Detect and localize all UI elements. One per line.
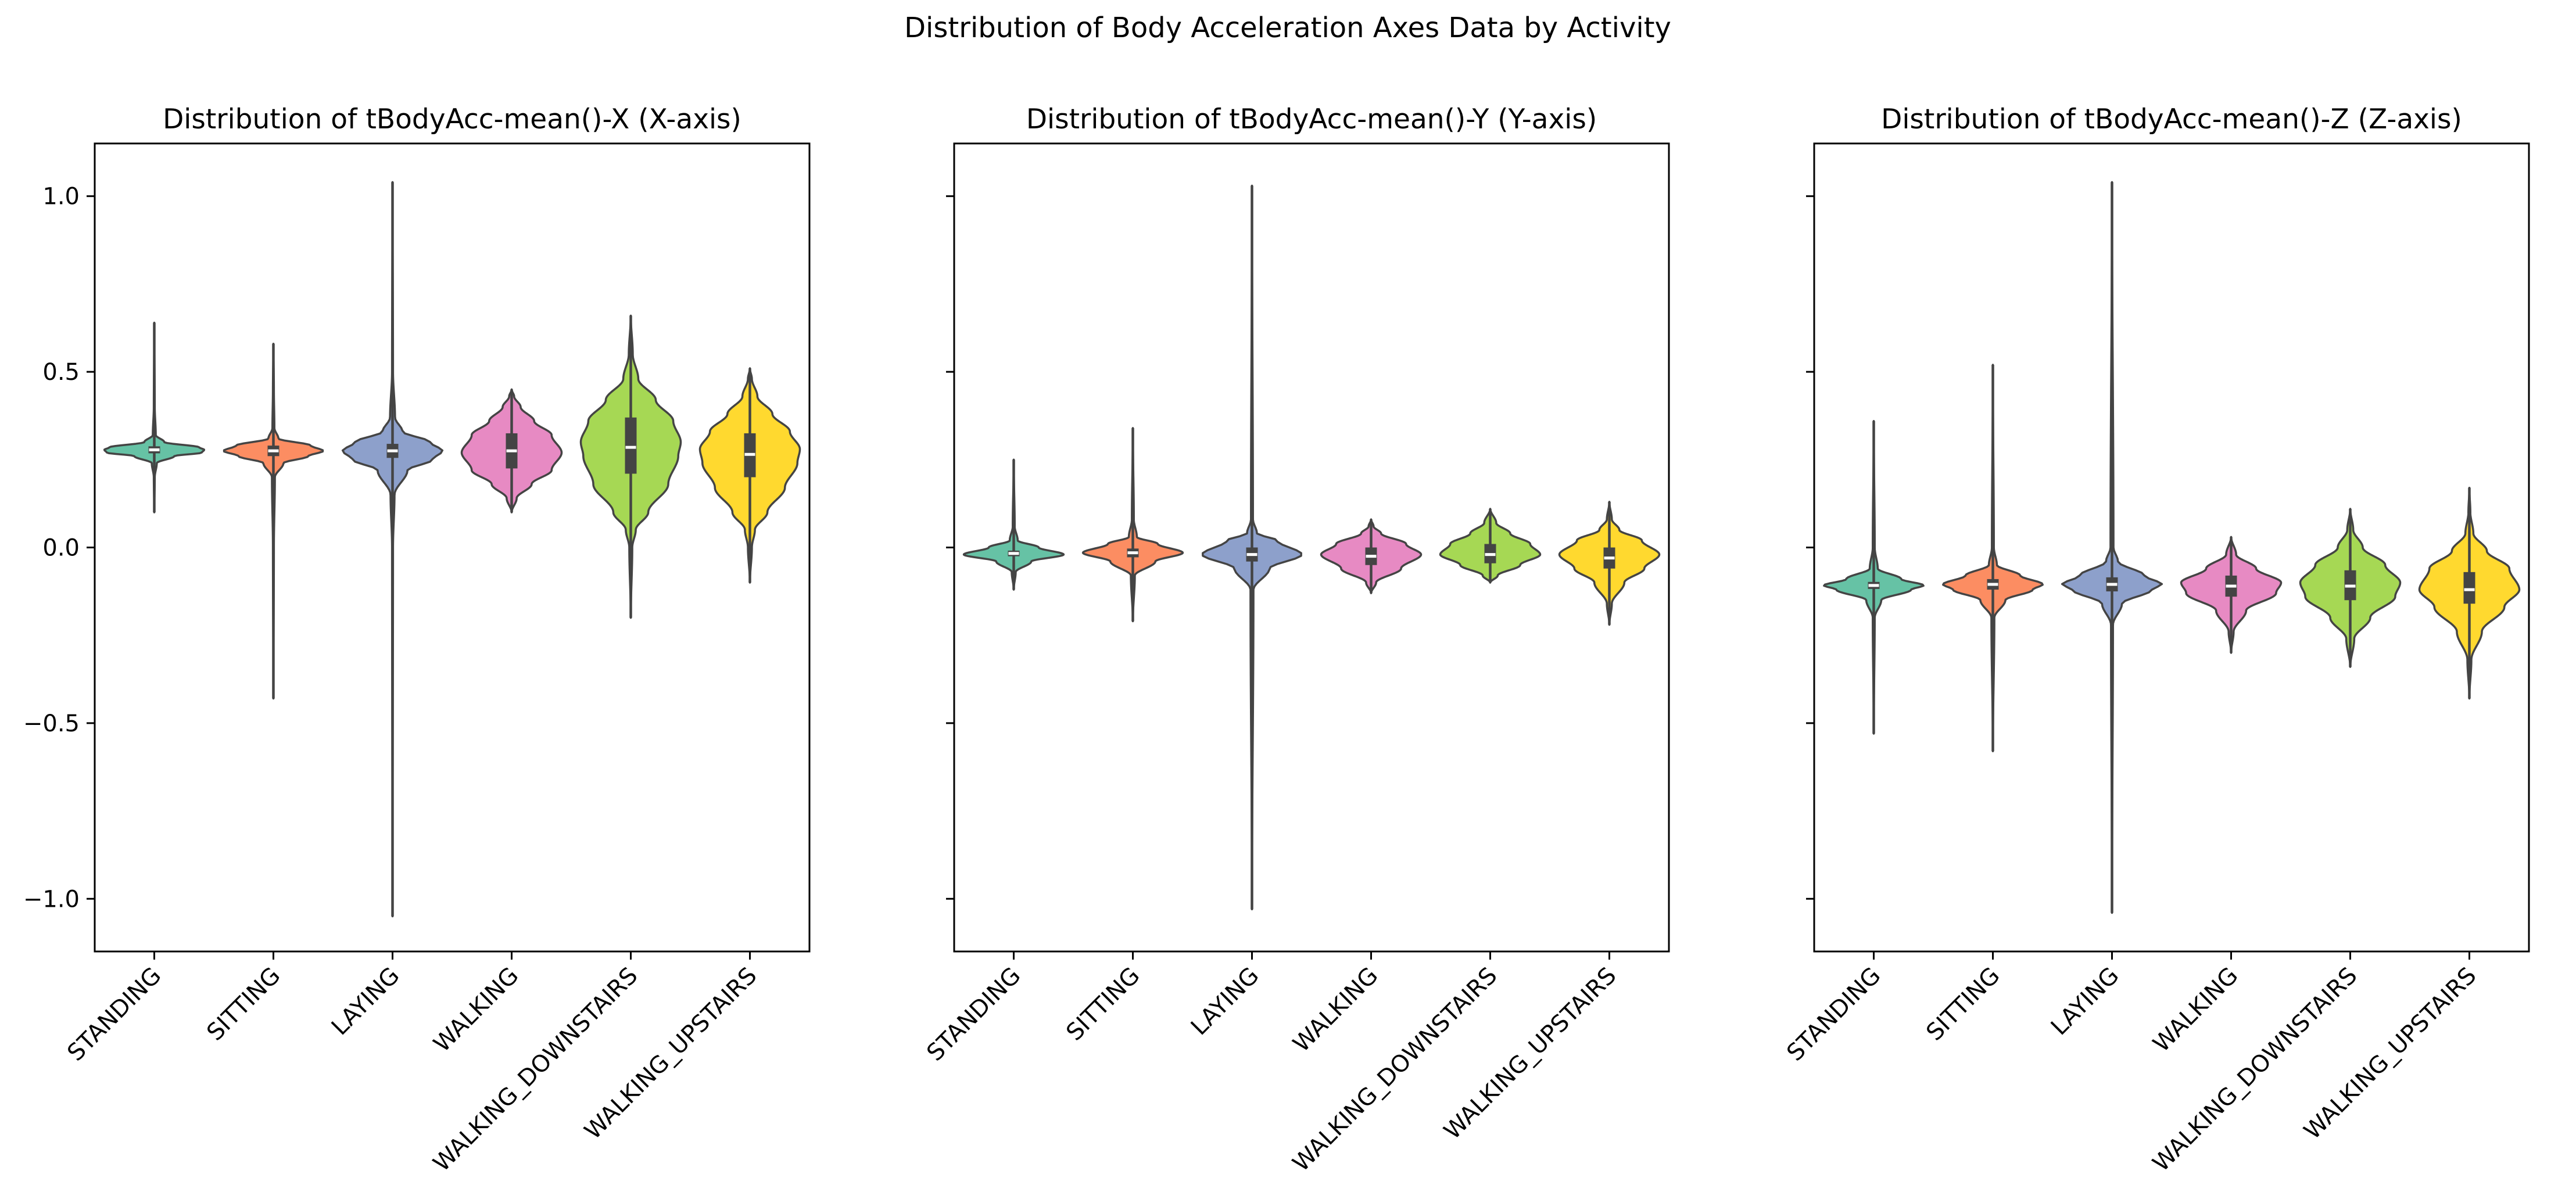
x-tick-label: STANDING <box>1782 963 1886 1066</box>
x-tick-label: WALKING <box>1288 963 1384 1058</box>
violin-walking <box>2180 536 2283 654</box>
subplot-2: Distribution of tBodyAcc-mean()-Y (Y-axi… <box>922 103 1670 1177</box>
violin-walking-downstairs <box>579 314 682 619</box>
subplot-title: Distribution of tBodyAcc-mean()-X (X-axi… <box>163 103 741 135</box>
violin-iqr-box <box>2463 572 2475 604</box>
x-tick-label: STANDING <box>922 963 1026 1066</box>
subplot-title: Distribution of tBodyAcc-mean()-Z (Z-axi… <box>1881 103 2462 135</box>
x-tick-label: SITTING <box>1061 963 1145 1046</box>
x-tick-label: STANDING <box>62 963 166 1066</box>
subplot-3: Distribution of tBodyAcc-mean()-Z (Z-axi… <box>1782 103 2530 1177</box>
violin-standing <box>962 458 1065 591</box>
violin-standing <box>1823 420 1925 735</box>
violin-walking <box>460 388 563 513</box>
x-tick-label: LAYING <box>327 963 405 1041</box>
y-tick-label: 0.0 <box>42 535 80 562</box>
violin-laying <box>2061 181 2163 914</box>
x-tick-label: SITTING <box>202 963 285 1046</box>
violin-walking-upstairs <box>1558 501 1661 626</box>
violin-walking-downstairs <box>1439 508 1542 584</box>
x-tick-label: LAYING <box>1186 963 1264 1041</box>
figure-title: Distribution of Body Acceleration Axes D… <box>904 12 1671 44</box>
plot-frame <box>953 142 1670 953</box>
x-tick-label: WALKING_DOWNSTAIRS <box>428 963 643 1177</box>
violin-walking <box>1320 518 1423 594</box>
x-tick-label: SITTING <box>1921 963 2005 1046</box>
x-tick-label: WALKING_DOWNSTAIRS <box>2148 963 2363 1177</box>
y-tick-label: 0.5 <box>42 359 80 386</box>
subplot-1: Distribution of tBodyAcc-mean()-X (X-axi… <box>23 103 811 1177</box>
violin-walking-upstairs <box>698 367 801 584</box>
violin-sitting <box>223 342 324 700</box>
violin-laying <box>1202 184 1302 911</box>
violin-sitting <box>1942 364 2044 753</box>
x-tick-label: LAYING <box>2046 963 2124 1041</box>
y-tick-label: −0.5 <box>23 710 80 737</box>
panels-layer: Distribution of tBodyAcc-mean()-X (X-axi… <box>23 103 2530 1177</box>
violin-sitting <box>1081 427 1184 623</box>
violin-laying <box>341 181 444 918</box>
x-tick-label: WALKING <box>2148 963 2244 1058</box>
violin-standing <box>103 321 206 513</box>
violin-walking-downstairs <box>2299 508 2402 668</box>
y-tick-label: −1.0 <box>23 886 80 913</box>
plot-frame <box>1813 142 2530 953</box>
plot-frame <box>94 142 811 953</box>
y-tick-label: 1.0 <box>42 184 80 210</box>
subplot-title: Distribution of tBodyAcc-mean()-Y (Y-axi… <box>1026 103 1597 135</box>
violin-iqr-box <box>625 417 637 474</box>
x-tick-label: WALKING <box>429 963 524 1058</box>
x-tick-label: WALKING_DOWNSTAIRS <box>1288 963 1503 1177</box>
violin-walking-upstairs <box>2418 486 2521 700</box>
